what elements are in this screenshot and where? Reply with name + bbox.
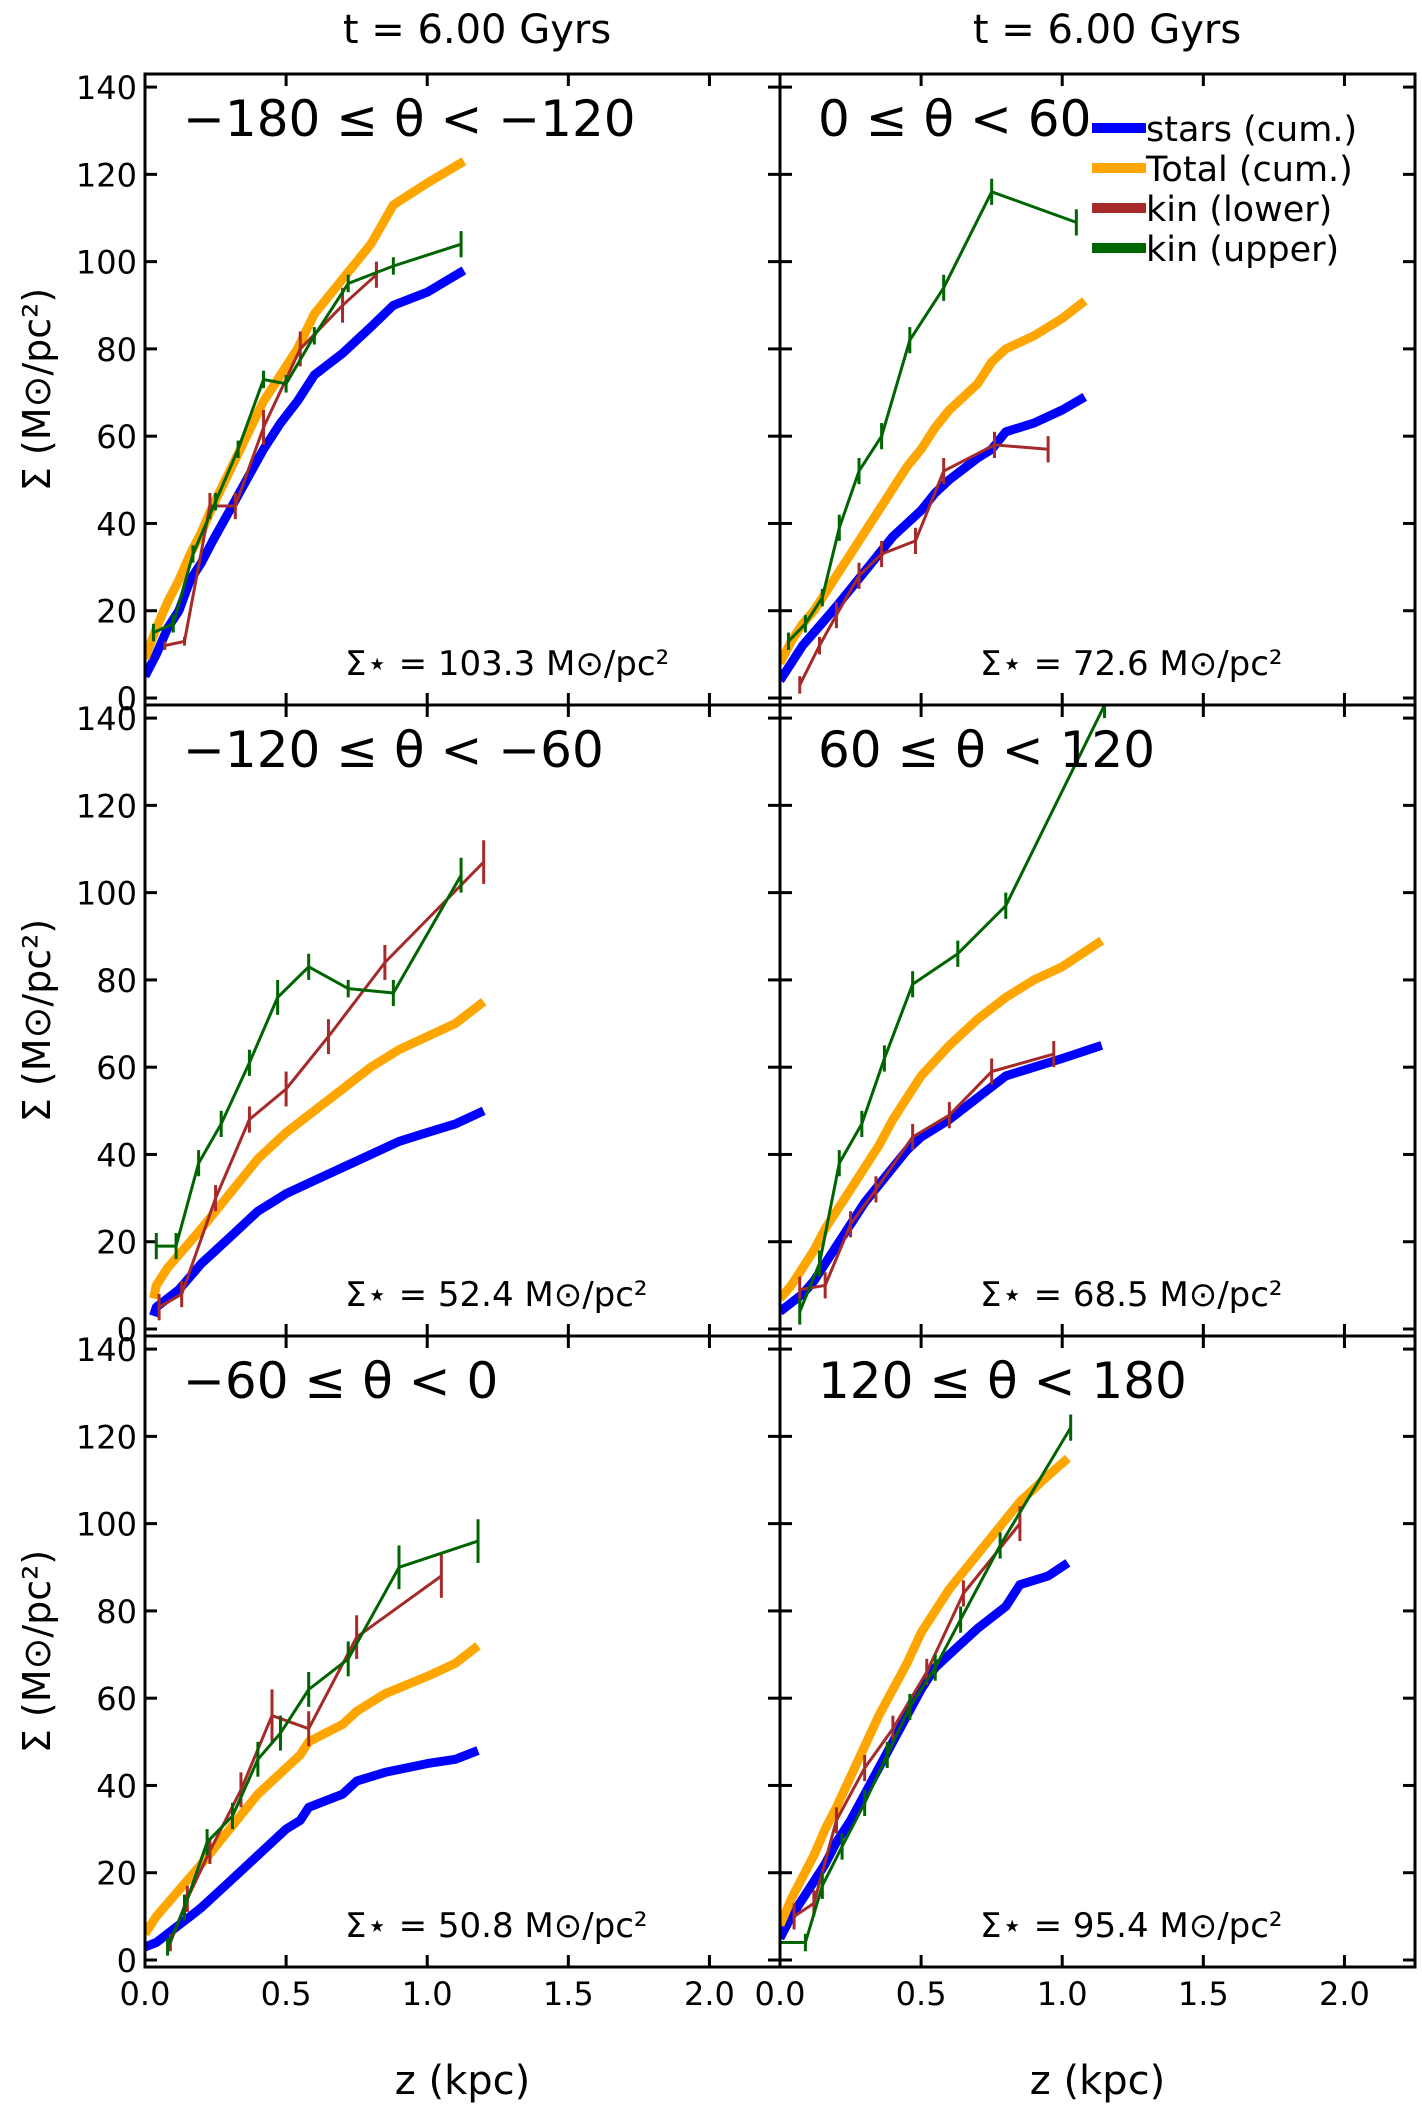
x-tick-label: 2.0 [1319,1975,1370,2013]
x-tick-label: 1.0 [1037,1975,1088,2013]
panel-frame [143,72,782,707]
x-axis-label: z (kpc) [395,2058,530,2104]
series-line-stars-cum [149,1106,486,1318]
series-line-kin-upper [152,242,462,634]
y-tick-label: 100 [76,875,137,913]
y-axis-label: Σ (M⊙/pc²) [15,288,59,491]
panel-3: 0 20 40 60 80 100 120 140 −120 ≤ θ < −60 Σ⋆ = 52.… [15,700,782,1349]
panel-frame [778,703,1417,1338]
col-title-right: t = 6.00 Gyrs [973,7,1241,53]
panel-frame [778,1334,1417,1969]
y-tick-label: 0 [117,1311,137,1349]
panel-title: −120 ≤ θ < −60 [183,721,604,779]
series-line-total-cum [145,1642,481,1937]
series-group [145,1519,481,1956]
series-line-total-cum [145,157,467,661]
sigma-star-annotation: Σ⋆ = 68.5 M⊙/pc² [980,1275,1283,1315]
y-tick-label: 0 [117,680,137,718]
series-line-kin-upper [798,705,1106,1313]
panel-5: 0 20 40 60 80 100 120 140 0.0 0.5 1.0 1.5 2.0 −60 ≤ θ… [15,1331,782,2104]
y-tick-label: 40 [96,1136,137,1174]
y-tick-label: 60 [96,1049,137,1087]
series-group [780,178,1088,694]
panel-title: 120 ≤ θ < 180 [818,1352,1187,1410]
y-tick-label: 120 [76,156,137,194]
sigma-star-annotation: Σ⋆ = 50.8 M⊙/pc² [345,1906,648,1946]
y-tick-label: 140 [76,1331,137,1369]
panel-title: 60 ≤ θ < 120 [818,721,1155,779]
series-line-kin-upper [156,874,463,1248]
legend-label: Total (cum.) [1145,150,1353,190]
x-tick-label: 0.5 [261,1975,312,2013]
y-tick-label: 20 [96,593,137,631]
series-line-total-cum [780,1454,1071,1927]
x-tick-label: 0.5 [896,1975,947,2013]
panel-title: −180 ≤ θ < −120 [183,90,636,148]
sigma-star-annotation: Σ⋆ = 95.4 M⊙/pc² [980,1906,1283,1946]
y-tick-label: 100 [76,1506,137,1544]
panel-6: 0.0 0.5 1.0 1.5 2.0 120 ≤ θ < 180 Σ⋆ = 95.4 M⊙… [755,1334,1417,2104]
series-line-kin-lower [793,1522,1022,1918]
sigma-star-annotation: Σ⋆ = 52.4 M⊙/pc² [345,1275,648,1315]
y-tick-label: 80 [96,331,137,369]
panel-2: 0 ≤ θ < 60 Σ⋆ = 72.6 M⊙/pc² [778,72,1417,707]
panel-4: 60 ≤ θ < 120 Σ⋆ = 68.5 M⊙/pc² [778,703,1417,1338]
x-tick-label: 1.5 [543,1975,594,2013]
y-tick-label: 40 [96,505,137,543]
legend-label: kin (lower) [1146,190,1332,230]
sigma-star-annotation: Σ⋆ = 72.6 M⊙/pc² [980,644,1283,684]
y-tick-label: 140 [76,700,137,738]
y-axis-label: Σ (M⊙/pc²) [15,1550,59,1753]
legend: stars (cum.)Total (cum.)kin (lower)kin (… [1092,110,1357,270]
legend-label: kin (upper) [1146,230,1339,270]
series-line-total-cum [780,297,1088,666]
sigma-star-annotation: Σ⋆ = 103.3 M⊙/pc² [345,644,669,684]
y-tick-label: 20 [96,1224,137,1262]
panel-title: −60 ≤ θ < 0 [183,1352,498,1410]
y-tick-label: 40 [96,1767,137,1805]
series-line-kin-upper [166,1539,479,1948]
series-group [780,1414,1073,1952]
series-line-stars-cum [780,1041,1104,1316]
x-tick-label: 1.0 [402,1975,453,2013]
x-tick-label: 2.0 [684,1975,735,2013]
y-tick-label: 80 [96,962,137,1000]
y-tick-label: 140 [76,69,137,107]
series-line-total-cum [149,998,487,1300]
series-line-total-cum [780,936,1105,1302]
series-line-kin-lower [799,1052,1055,1292]
legend-label: stars (cum.) [1146,110,1357,150]
series-line-kin-lower [158,861,485,1309]
series-line-kin-lower [169,1574,443,1944]
y-tick-label: 80 [96,1593,137,1631]
y-axis-label: Σ (M⊙/pc²) [15,919,59,1122]
x-tick-label: 1.5 [1178,1975,1229,2013]
series-line-stars-cum [780,393,1088,683]
series-line-kin-upper [787,190,1077,643]
series-line-kin-lower [164,273,378,648]
y-tick-label: 100 [76,244,137,282]
panel-1: 0 20 40 60 80 100 120 140 −180 ≤ θ < −120 Σ⋆ = 10… [15,69,782,718]
x-tick-label: 0.0 [120,1975,171,2013]
series-group [780,705,1107,1325]
y-tick-label: 60 [96,418,137,456]
x-axis-label: z (kpc) [1030,2058,1165,2104]
y-tick-label: 60 [96,1680,137,1718]
series-group [145,157,467,679]
y-tick-label: 120 [76,787,137,825]
col-title-left: t = 6.00 Gyrs [343,7,611,53]
y-tick-label: 0 [117,1942,137,1980]
series-group [149,840,487,1321]
x-tick-label: 0.0 [755,1975,806,2013]
y-tick-label: 120 [76,1418,137,1456]
panel-title: 0 ≤ θ < 60 [818,90,1091,148]
y-tick-label: 20 [96,1855,137,1893]
series-line-stars-cum [145,1746,480,1952]
